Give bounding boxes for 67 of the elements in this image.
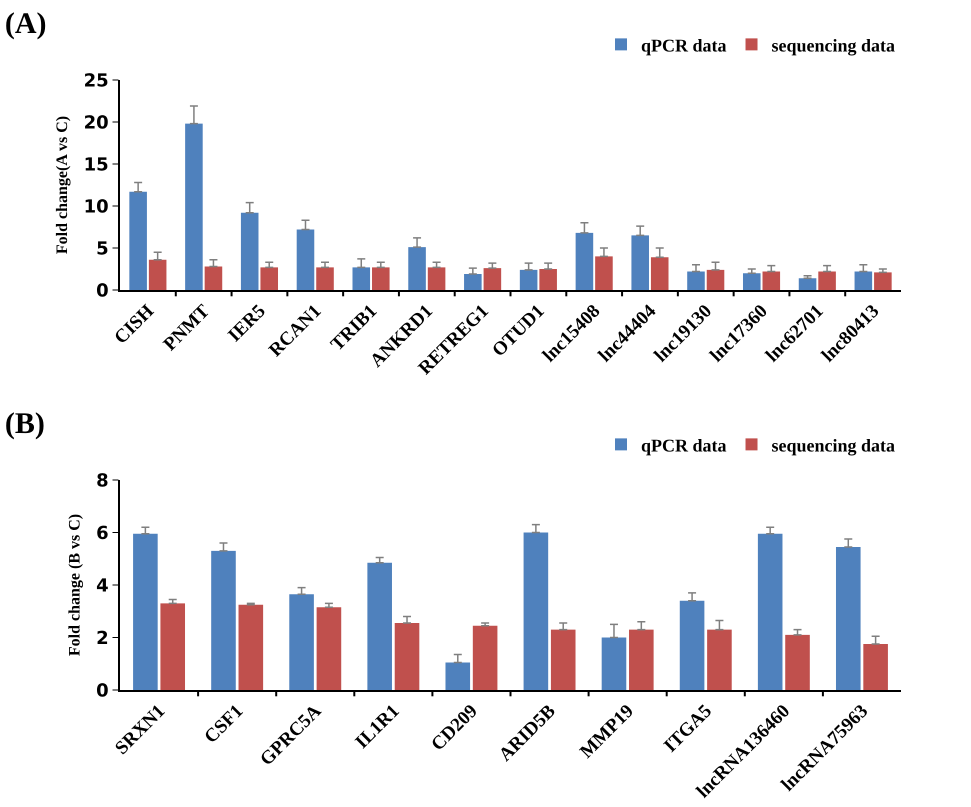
bar [394,623,420,690]
bar [289,594,314,690]
y-tick-label: 8 [96,470,109,492]
y-tick-label: 10 [84,196,109,218]
bar [680,600,704,690]
bar [445,662,470,690]
bar [464,274,482,290]
chart-title: (B) [4,407,45,440]
bar [602,638,626,690]
bar [706,270,724,290]
bar [818,272,836,290]
bar [631,235,649,290]
bar [367,562,392,690]
bar [836,546,861,690]
bar [133,534,158,690]
bar [428,267,446,290]
bar [204,266,222,290]
bar [576,232,594,290]
bar [758,534,782,690]
bar [316,607,342,690]
bar [742,273,761,290]
y-tick-label: 0 [96,680,109,702]
legend-label: qPCR data [641,435,727,456]
bar [408,247,426,290]
bar [238,604,264,690]
bar [316,267,334,290]
legend-label: sequencing data [772,35,896,56]
bar [874,272,892,290]
y-tick-label: 15 [84,154,109,176]
bar [484,268,502,290]
bar [854,272,872,290]
bar [352,267,370,290]
bar [240,212,258,290]
bar [863,644,888,690]
y-tick-label: 6 [96,522,109,544]
y-tick-label: 20 [84,112,109,134]
bar [472,626,498,690]
bar [129,192,147,290]
bar [160,603,186,690]
bar [148,260,166,290]
bar [762,272,780,290]
y-tick-label: 0 [96,280,109,302]
y-axis-title: Fold change(A vs C) [54,116,71,254]
bar [185,124,203,290]
y-tick-label: 25 [84,70,109,92]
bar [524,532,548,690]
bar [550,630,576,690]
y-tick-label: 4 [96,575,109,596]
bar [629,630,654,690]
bar [595,256,613,290]
legend-label: qPCR data [641,35,727,56]
bar [260,267,278,290]
bar [707,630,732,690]
bar [650,257,669,290]
y-axis-title: Fold change (B vs C) [66,514,84,656]
legend-label: sequencing data [772,435,896,456]
y-tick-label: 5 [96,238,109,260]
bar [211,550,236,690]
bar [539,269,557,290]
bar [798,278,816,290]
bar [520,270,538,290]
bar [372,267,390,290]
bar [296,230,314,290]
bar [785,634,810,690]
chart-title: (A) [4,7,47,40]
y-tick-label: 2 [96,628,109,649]
bar [687,272,705,290]
